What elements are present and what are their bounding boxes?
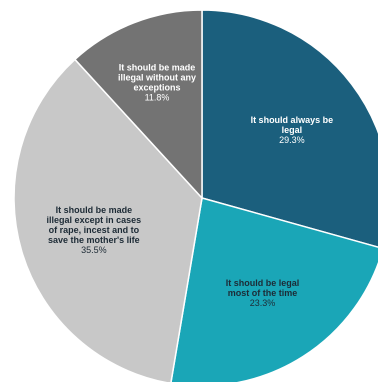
slice-name-line: illegal without any	[118, 72, 196, 82]
pie-slice-3	[13, 58, 203, 385]
slice-label-4: It should be made illegal without any exce…	[118, 62, 196, 102]
slice-name-line: exceptions	[133, 82, 180, 92]
slice-value-label: 11.8%	[145, 92, 170, 102]
pie-slice-1	[201, 9, 378, 248]
slice-label-3: It should be made illegal except in cases…	[47, 205, 142, 255]
slice-name-line: of rape, incest and to	[49, 225, 140, 235]
slice-name-line: It should be legal	[226, 278, 300, 288]
slices-layer	[13, 9, 378, 387]
slice-label-1: It should always be legal 29.3%	[251, 115, 334, 145]
pie-slice-4	[73, 9, 203, 200]
slice-value-label: 35.5%	[81, 245, 107, 255]
slice-name-line: illegal except in cases	[47, 215, 142, 225]
slice-name-line: most of the time	[228, 288, 298, 298]
slice-name-line: It should be made	[119, 62, 196, 72]
slice-name-line: legal	[282, 125, 303, 135]
labels-layer: It should always be legal 29.3% It should b…	[47, 62, 334, 308]
slice-value-label: 29.3%	[279, 135, 305, 145]
slice-name-line: save the mother's life	[48, 235, 140, 245]
slice-name-line: It should always be	[251, 115, 334, 125]
slice-name-line: It should be made	[56, 205, 133, 215]
slice-value-label: 23.3%	[250, 298, 276, 308]
slice-label-2: It should be legal most of the time 23.3%	[226, 278, 300, 308]
